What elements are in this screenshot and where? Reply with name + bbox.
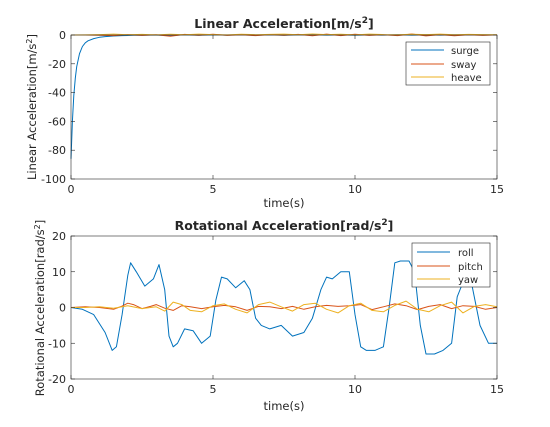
- y-tick-label: -80: [48, 144, 66, 157]
- axes-box: [70, 235, 498, 380]
- y-axis-label: Linear Acceleration[m/s2]: [25, 34, 39, 180]
- x-tick-label: 0: [68, 183, 75, 196]
- y-tick-label: 0: [59, 302, 66, 315]
- series-line-roll: [70, 260, 497, 355]
- chart-title: Linear Acceleration[m/s2]: [194, 16, 373, 31]
- series-line-heave: [70, 33, 498, 36]
- legend-label-sway: sway: [451, 60, 477, 71]
- series-line-pitch: [70, 302, 498, 311]
- x-tick-label: 5: [210, 383, 217, 396]
- chart-title: Rotational Acceleration[rad/s2]: [175, 218, 394, 233]
- legend: roll pitch yaw: [411, 242, 491, 288]
- legend-label-heave: heave: [451, 73, 482, 84]
- y-axis-label: Rotational Acceleration[rad/s2]: [33, 220, 47, 396]
- rotational-acceleration-chart: 0 5 10 15 -20 -10 0 10 20 Rotational Acceleratio…: [33, 218, 504, 413]
- x-tick-label: 10: [348, 183, 362, 196]
- y-tick-label: -20: [48, 373, 66, 386]
- y-tick-label: -10: [48, 337, 66, 350]
- tick-group: 0 5 10 15 -20 -10 0 10 20: [48, 230, 504, 396]
- y-tick-label: 0: [59, 29, 66, 42]
- legend-label-yaw: yaw: [458, 275, 478, 286]
- legend-box: [411, 242, 491, 288]
- legend-label-roll: roll: [458, 248, 474, 259]
- axes-box: [70, 34, 498, 180]
- x-tick-label: 0: [68, 383, 75, 396]
- x-tick-label: 15: [490, 183, 504, 196]
- linear-acceleration-chart: 0 5 10 15 -100 -80 -60 -40 -20 0 Linear Accelerat…: [25, 16, 504, 210]
- legend: surge sway heave: [405, 41, 491, 86]
- x-tick-label: 15: [490, 383, 504, 396]
- y-tick-label: -60: [48, 115, 66, 128]
- y-tick-label: -20: [48, 58, 66, 71]
- series-line-yaw: [71, 300, 498, 314]
- x-axis-label: time(s): [264, 399, 305, 413]
- y-tick-label: -40: [48, 87, 66, 100]
- y-tick-label: 20: [52, 230, 66, 243]
- series-group: [70, 260, 498, 355]
- x-tick-label: 10: [348, 383, 362, 396]
- legend-label-surge: surge: [451, 46, 479, 57]
- y-tick-label: 10: [52, 266, 66, 279]
- y-tick-label: -100: [41, 173, 66, 186]
- x-axis-label: time(s): [264, 196, 305, 210]
- legend-label-pitch: pitch: [458, 262, 483, 273]
- x-tick-label: 5: [210, 183, 217, 196]
